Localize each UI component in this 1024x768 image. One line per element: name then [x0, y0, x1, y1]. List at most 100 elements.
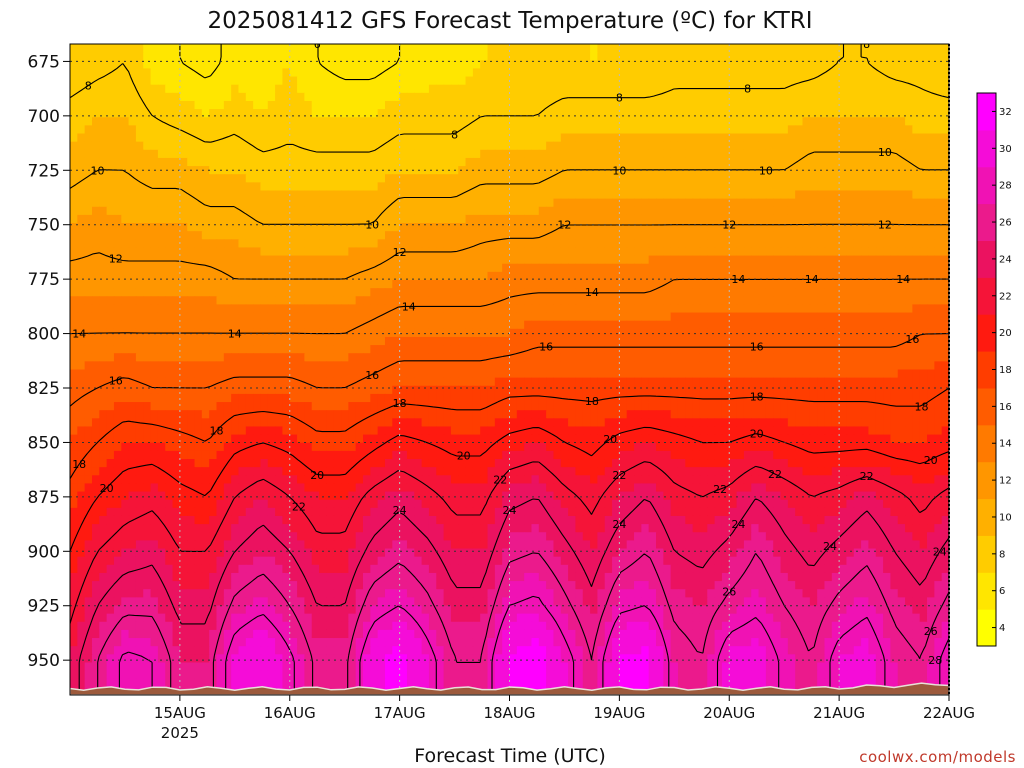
heatmap-cell: [494, 198, 503, 208]
heatmap-cell: [699, 166, 708, 175]
heatmap-cell: [209, 141, 218, 151]
heatmap-cell: [590, 157, 598, 167]
heatmap-cell: [231, 133, 240, 143]
heatmap-cell: [751, 239, 760, 249]
heatmap-cell: [216, 353, 225, 362]
heatmap-cell: [260, 214, 269, 224]
heatmap-cell: [458, 239, 467, 249]
heatmap-cell: [91, 345, 100, 354]
heatmap-cell: [927, 125, 935, 135]
heatmap-cell: [443, 288, 452, 297]
heatmap-cell: [99, 133, 108, 143]
heatmap-cell: [912, 190, 921, 200]
heatmap-cell: [253, 68, 262, 78]
heatmap-cell: [84, 60, 93, 70]
heatmap-cell: [363, 109, 371, 118]
heatmap-cell: [399, 369, 408, 379]
heatmap-cell: [912, 92, 921, 102]
heatmap-cell: [84, 109, 93, 118]
heatmap-cell: [831, 52, 840, 61]
heatmap-cell: [209, 296, 218, 305]
heatmap-cell: [399, 296, 408, 305]
heatmap-cell: [289, 60, 298, 70]
heatmap-cell: [531, 247, 540, 257]
heatmap-cell: [699, 304, 708, 314]
heatmap-cell: [802, 288, 811, 297]
heatmap-cell: [304, 190, 313, 200]
heatmap-cell: [941, 369, 949, 379]
heatmap-cell: [106, 255, 115, 265]
heatmap-cell: [157, 92, 166, 102]
heatmap-cell: [721, 149, 730, 159]
heatmap-cell: [758, 263, 767, 273]
heatmap-cell: [297, 271, 305, 281]
heatmap-cell: [245, 141, 254, 151]
heatmap-cell: [165, 133, 174, 143]
heatmap-cell: [853, 336, 862, 346]
heatmap-cell: [787, 92, 796, 102]
heatmap-cell: [106, 345, 115, 354]
heatmap-cell: [121, 231, 130, 240]
heatmap-cell: [729, 345, 738, 354]
heatmap-cell: [165, 304, 174, 314]
heatmap-cell: [531, 117, 540, 126]
heatmap-cell: [465, 288, 474, 297]
heatmap-cell: [187, 279, 196, 289]
heatmap-cell: [846, 353, 855, 362]
heatmap-cell: [612, 68, 620, 78]
heatmap-cell: [853, 76, 862, 86]
heatmap-cell: [905, 125, 913, 135]
heatmap-cell: [634, 76, 642, 86]
heatmap-cell: [363, 141, 371, 151]
heatmap-cell: [428, 369, 437, 379]
heatmap-cell: [626, 100, 635, 110]
heatmap-cell: [121, 76, 130, 86]
heatmap-cell: [150, 231, 159, 240]
heatmap-cell: [758, 100, 767, 110]
heatmap-cell: [172, 255, 181, 265]
heatmap-cell: [604, 52, 613, 61]
heatmap-cell: [846, 288, 855, 297]
heatmap-cell: [714, 336, 723, 346]
heatmap-cell: [905, 206, 913, 216]
heatmap-cell: [377, 263, 386, 273]
heatmap-cell: [472, 361, 481, 371]
heatmap-cell: [890, 214, 899, 224]
heatmap-cell: [853, 312, 862, 322]
heatmap-cell: [311, 166, 320, 175]
heatmap-cell: [736, 149, 745, 159]
heatmap-cell: [714, 263, 723, 273]
heatmap-cell: [297, 255, 305, 265]
heatmap-cell: [494, 76, 503, 86]
heatmap-cell: [275, 377, 284, 387]
heatmap-cell: [685, 320, 694, 330]
heatmap-cell: [392, 320, 401, 330]
heatmap-cell: [443, 223, 452, 232]
heatmap-cell: [590, 361, 598, 371]
heatmap-cell: [692, 60, 701, 70]
heatmap-cell: [209, 377, 218, 387]
heatmap-cell: [941, 231, 949, 240]
heatmap-cell: [231, 279, 240, 289]
heatmap-cell: [575, 117, 584, 126]
heatmap-cell: [70, 125, 78, 135]
heatmap-cell: [875, 157, 884, 167]
heatmap-cell: [363, 44, 371, 53]
heatmap-cell: [150, 345, 159, 354]
heatmap-cell: [883, 133, 891, 143]
heatmap-cell: [941, 255, 949, 265]
heatmap-cell: [568, 182, 577, 192]
heatmap-cell: [839, 239, 848, 249]
heatmap-cell: [253, 117, 262, 126]
heatmap-cell: [216, 182, 225, 192]
heatmap-cell: [165, 231, 174, 240]
heatmap-cell: [919, 223, 928, 232]
heatmap-cell: [582, 223, 591, 232]
heatmap-cell: [267, 353, 276, 362]
heatmap-cell: [77, 369, 86, 379]
heatmap-cell: [363, 271, 371, 281]
heatmap-cell: [765, 44, 774, 53]
heatmap-cell: [663, 304, 672, 314]
heatmap-cell: [231, 166, 240, 175]
heatmap-cell: [612, 182, 620, 192]
